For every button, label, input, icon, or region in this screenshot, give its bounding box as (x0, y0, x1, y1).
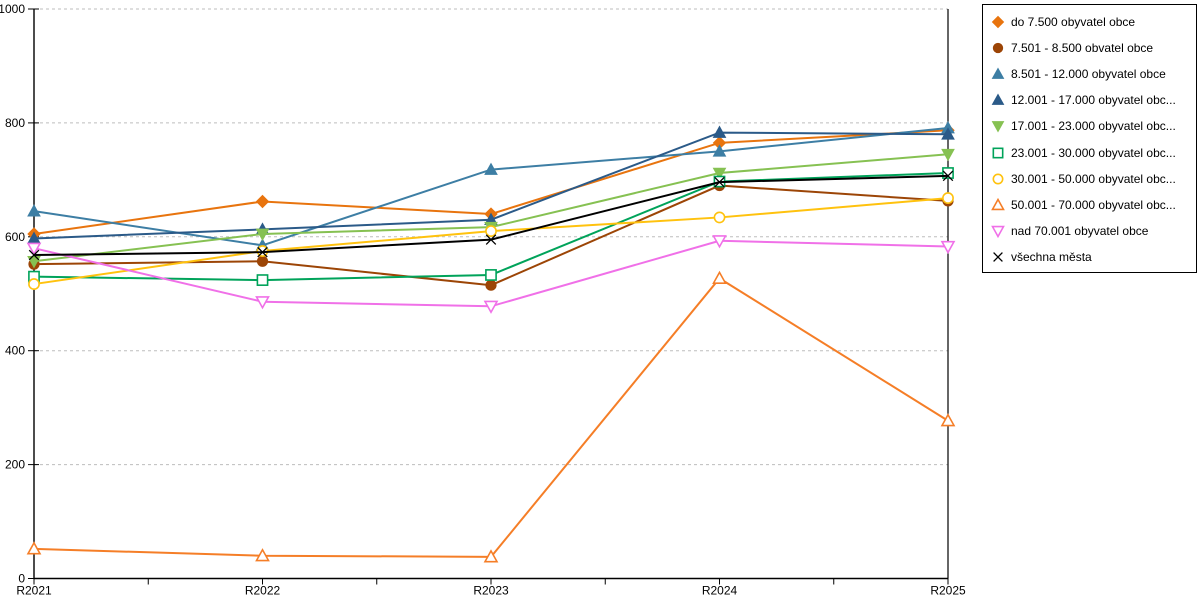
triangle-down-icon (27, 255, 41, 269)
legend-marker-icon (991, 15, 1005, 29)
x-axis-label: R2023 (473, 584, 509, 598)
legend-item-label: 7.501 - 8.500 obvatel obce (1011, 41, 1154, 56)
legend-item-label: 30.001 - 50.000 obyvatel obc... (1011, 171, 1176, 186)
legend-marker-icon (992, 147, 1004, 158)
triangle-up-icon (941, 127, 955, 140)
legend-item: 12.001 - 17.000 obyvatel obc... (983, 87, 1196, 113)
legend-marker-icon (992, 42, 1004, 54)
triangle-up-icon (712, 270, 727, 284)
legend-marker-icon (991, 121, 1005, 133)
circle-icon (992, 173, 1004, 185)
triangle-up-icon (27, 204, 41, 217)
y-axis-label: 600 (5, 230, 25, 244)
triangle-up-icon (484, 162, 498, 175)
legend-marker-icon (991, 225, 1005, 238)
triangle-down-icon (712, 167, 727, 181)
y-axis-label: 200 (5, 458, 25, 472)
circle-icon (713, 211, 726, 224)
triangle-down-icon (991, 225, 1005, 238)
y-axis-label: 0 (18, 572, 25, 586)
x-icon (714, 176, 725, 188)
triangle-up-icon (712, 144, 727, 157)
legend-item-label: 8.501 - 12.000 obyvatel obce (1011, 67, 1166, 82)
legend-marker-icon (992, 173, 1004, 185)
series-8 (26, 235, 956, 314)
triangle-down-icon (712, 235, 727, 249)
y-axis-label: 800 (5, 116, 25, 130)
triangle-down-icon (255, 228, 270, 241)
legend-item: do 7.500 obyvatel obce (983, 9, 1196, 35)
triangle-down-icon (255, 296, 270, 310)
triangle-up-icon (991, 197, 1005, 210)
x-axis-label: R2021 (16, 584, 52, 598)
series-6 (28, 192, 954, 290)
series-3 (27, 125, 955, 244)
triangle-down-icon (941, 148, 955, 162)
x-icon (942, 170, 954, 182)
legend-item: 17.001 - 23.000 obyvatel obc... (983, 113, 1196, 139)
circle-icon (485, 279, 497, 291)
triangle-up-icon (940, 413, 956, 427)
diamond-icon (991, 15, 1005, 29)
legend-marker-icon (993, 252, 1003, 262)
square-icon (485, 269, 497, 281)
diamond-icon (712, 136, 727, 150)
x-icon (485, 234, 497, 245)
circle-icon (28, 278, 40, 290)
legend-item: 8.501 - 12.000 obyvatel obce (983, 61, 1196, 87)
triangle-up-icon (991, 67, 1005, 80)
series-9 (28, 170, 954, 261)
triangle-up-icon (26, 541, 42, 555)
square-icon (942, 167, 954, 179)
y-axis-label: 400 (5, 344, 25, 358)
circle-icon (942, 192, 954, 204)
x-axis-label: R2025 (930, 584, 966, 598)
legend-item-label: všechna města (1011, 249, 1092, 264)
triangle-up-icon (255, 548, 270, 562)
triangle-down-icon (991, 121, 1005, 133)
triangle-up-icon (991, 93, 1005, 106)
diamond-icon (255, 194, 270, 209)
legend-item: 30.001 - 50.000 obyvatel obc... (983, 166, 1196, 192)
x-icon (28, 249, 40, 261)
legend-item-label: nad 70.001 obyvatel obce (1011, 223, 1149, 238)
triangle-down-icon (940, 240, 956, 255)
circle-icon (992, 42, 1004, 54)
y-axis-label: 1000 (0, 2, 25, 16)
triangle-up-icon (712, 125, 727, 138)
legend-marker-icon (991, 197, 1005, 210)
triangle-down-icon (483, 300, 499, 314)
legend-item: 7.501 - 8.500 obvatel obce (983, 35, 1196, 61)
legend: do 7.500 obyvatel obce 7.501 - 8.500 obva… (982, 4, 1197, 273)
x-icon (257, 246, 268, 258)
triangle-up-icon (483, 549, 499, 563)
x-axis-label: R2024 (702, 584, 738, 598)
square-icon (992, 147, 1004, 158)
legend-item-label: 23.001 - 30.000 obyvatel obc... (1011, 145, 1176, 160)
legend-item-label: 12.001 - 17.000 obyvatel obc... (1011, 93, 1176, 108)
legend-item-label: do 7.500 obyvatel obce (1011, 15, 1136, 30)
legend-marker-icon (991, 93, 1005, 106)
legend-item: 50.001 - 70.000 obyvatel obc... (983, 192, 1196, 218)
circle-icon (485, 225, 497, 238)
series-line (33, 277, 949, 558)
x-axis-label: R2022 (245, 584, 281, 598)
legend-item: všechna města (983, 244, 1196, 270)
legend-marker-icon (991, 67, 1005, 80)
legend-item: 23.001 - 30.000 obyvatel obc... (983, 139, 1196, 165)
legend-item-label: 17.001 - 23.000 obyvatel obc... (1011, 119, 1176, 134)
triangle-down-icon (26, 242, 42, 256)
legend-item-label: 50.001 - 70.000 obyvatel obc... (1011, 197, 1176, 212)
square-icon (256, 274, 269, 286)
series-7 (26, 270, 956, 563)
circle-icon (256, 255, 269, 267)
legend-item: nad 70.001 obyvatel obce (983, 218, 1196, 244)
x-icon (993, 252, 1003, 262)
